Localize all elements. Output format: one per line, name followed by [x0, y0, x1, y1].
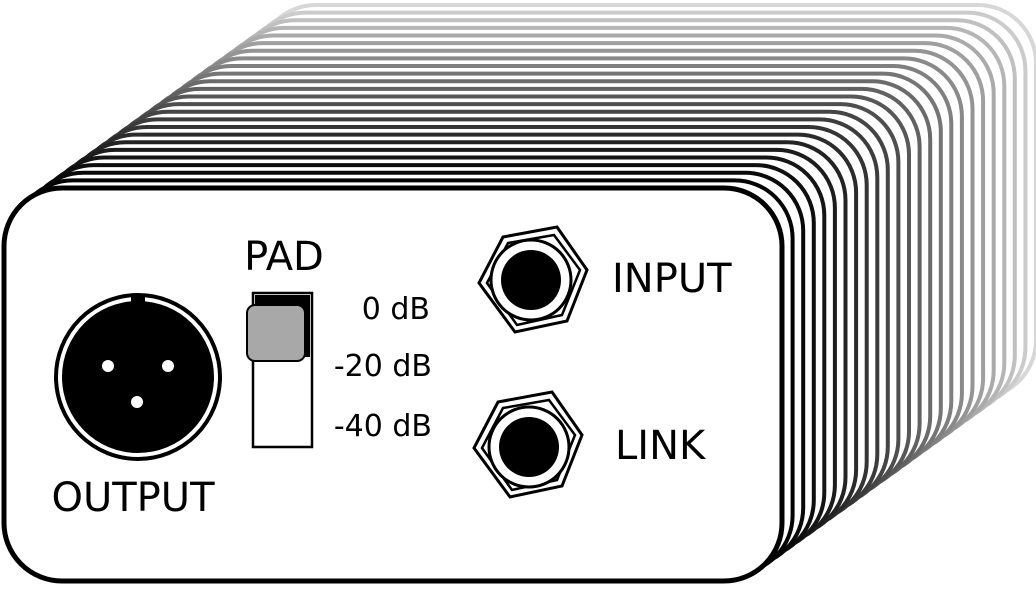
xlr-pin-icon [102, 360, 114, 372]
pad-option-minus20db: -20 dB [334, 349, 432, 384]
front-panel [1, 185, 785, 584]
pad-option-minus40db: -40 dB [334, 409, 432, 444]
pad-option-0db: 0 dB [362, 292, 430, 327]
input-label: INPUT [612, 256, 732, 302]
xlr-pin-icon [162, 360, 174, 372]
pad-switch[interactable] [246, 291, 314, 449]
pad-switch-knob[interactable] [246, 304, 306, 362]
link-jack[interactable] [472, 390, 584, 499]
pad-label: PAD [244, 234, 324, 280]
xlr-pin-icon [131, 396, 143, 408]
output-label: OUTPUT [51, 475, 215, 521]
link-label: LINK [615, 423, 707, 469]
xlr-output-connector[interactable] [54, 293, 222, 461]
input-jack[interactable] [477, 225, 589, 334]
